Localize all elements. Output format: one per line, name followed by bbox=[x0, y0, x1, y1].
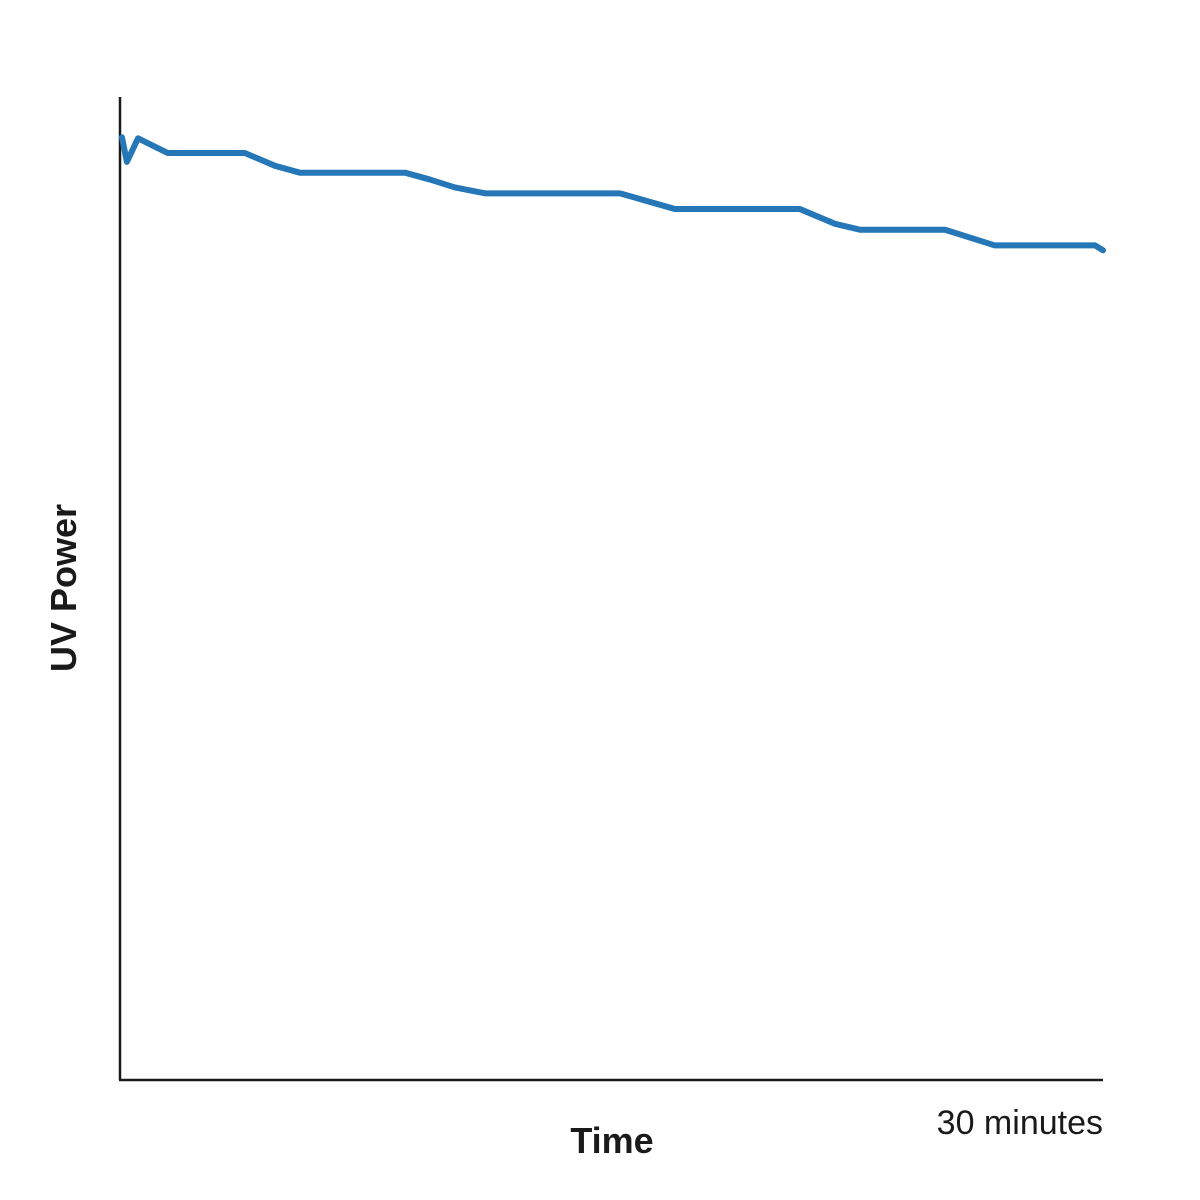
data-line bbox=[118, 134, 1106, 254]
x-axis-label: Time bbox=[570, 1120, 653, 1161]
x-tick-label: 30 minutes bbox=[937, 1104, 1103, 1142]
y-axis-label: UV Power bbox=[43, 504, 84, 672]
